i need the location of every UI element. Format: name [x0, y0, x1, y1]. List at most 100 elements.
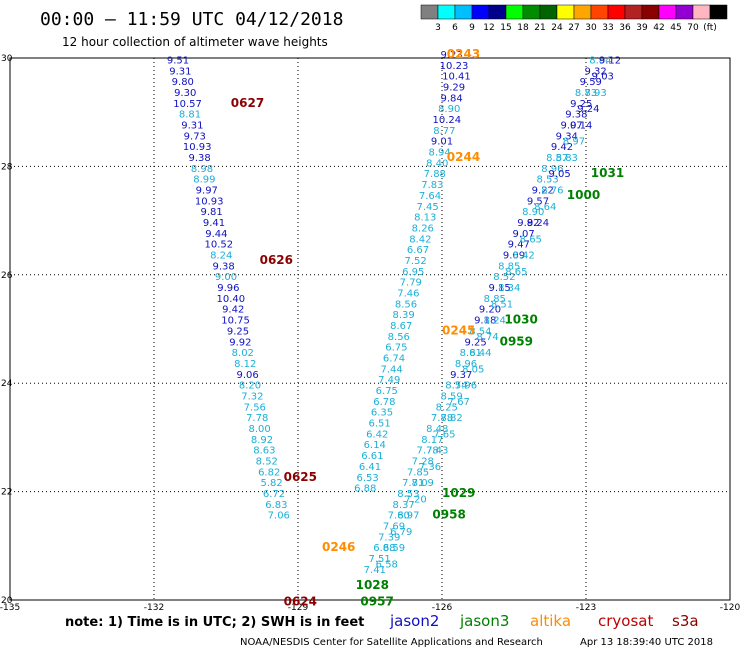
- plot-area: [9, 57, 731, 601]
- x-tick-label: -120: [720, 603, 740, 613]
- pass-time-label: 0959: [500, 334, 533, 348]
- wave-height-point: 8.64: [534, 202, 556, 213]
- wave-height-point: 8.44: [469, 348, 491, 359]
- wave-height-point: 7.51: [368, 554, 390, 565]
- wave-height-point: 9.03: [592, 72, 614, 83]
- y-tick-label: 22: [1, 488, 12, 498]
- scale-label: 18: [517, 23, 529, 33]
- scale-swatch: [556, 4, 575, 20]
- wave-height-point: 9.31: [181, 120, 203, 131]
- scale-label: 27: [568, 23, 579, 33]
- wave-height-point: 9.20: [479, 305, 501, 316]
- wave-height-point: 8.00: [248, 424, 270, 435]
- wave-height-point: 8.67: [390, 321, 412, 332]
- wave-height-point: 9.59: [580, 77, 602, 88]
- wave-height-point: 8.85: [498, 261, 520, 272]
- y-tick-label: 28: [1, 162, 13, 172]
- wave-height-point: 8.85: [484, 294, 506, 305]
- wave-height-point: 7.28: [412, 457, 434, 468]
- wave-height-point: 8.99: [193, 175, 215, 186]
- wave-height-point: 8.77: [433, 126, 455, 137]
- wave-height-point: 8.17: [421, 435, 443, 446]
- wave-height-point: 7.44: [380, 364, 402, 375]
- wave-height-point: 8.98: [191, 164, 213, 175]
- wave-height-point: 9.24: [527, 218, 549, 229]
- wave-height-point: 8.74: [476, 332, 498, 343]
- wave-height-point: 9.44: [205, 229, 227, 240]
- x-tick-label: -126: [432, 603, 453, 613]
- y-tick-label: 30: [1, 54, 13, 64]
- satellite-legend-item: jason3: [459, 612, 509, 630]
- scale-label: (ft): [703, 23, 717, 33]
- scale-swatch: [641, 4, 660, 20]
- wave-height-point: 7.67: [448, 397, 470, 408]
- wave-height-point: 8.54: [445, 381, 467, 392]
- wave-height-point: 8.52: [256, 457, 278, 468]
- wave-height-point: 6.97: [397, 511, 419, 522]
- wave-height-point: 9.34: [556, 131, 578, 142]
- wave-height-point: 9.97: [196, 186, 218, 197]
- wave-height-point: 8.20: [239, 381, 261, 392]
- wave-height-point: 9.32: [584, 66, 606, 77]
- wave-height-point: 8.05: [462, 364, 484, 375]
- wave-height-point: 8.13: [414, 213, 436, 224]
- wave-height-point: 6.42: [366, 429, 388, 440]
- pass-time-label: 0245: [442, 323, 475, 337]
- wave-height-point: 10.23: [440, 61, 469, 72]
- wave-height-point: 6.59: [383, 543, 405, 554]
- wave-height-point: 8.24: [484, 316, 506, 327]
- wave-height-point: 9.12: [599, 55, 621, 66]
- satellite-legend-item: s3a: [672, 612, 699, 630]
- scale-swatch: [420, 4, 439, 20]
- wave-height-point: 8.42: [409, 234, 431, 245]
- wave-height-point: 7.36: [419, 462, 441, 473]
- satellite-legend: jason2 jason3 altika cryosat s3a: [389, 612, 699, 630]
- wave-height-point: 7.78: [246, 413, 268, 424]
- wave-height-point: 9.38: [565, 110, 587, 121]
- scale-label: 3: [435, 23, 441, 33]
- wave-height-point: 10.24: [432, 115, 461, 126]
- wave-height-point: 9.01: [431, 137, 453, 148]
- wave-height-point: 10.52: [204, 240, 233, 251]
- pass-time-label: 0243: [447, 47, 480, 61]
- wave-height-point: 8.59: [440, 391, 462, 402]
- wave-height-point: 8.53: [536, 175, 558, 186]
- wave-height-point: 6.95: [402, 267, 424, 278]
- data-points: 9.519.319.809.3010.578.819.319.7310.939.…: [167, 50, 621, 576]
- wave-height-point: 7.83: [421, 180, 443, 191]
- scale-label: 30: [585, 23, 597, 33]
- wave-height-point: 8.54: [469, 326, 491, 337]
- wave-height-point: 10.41: [442, 72, 471, 83]
- wave-height-point: 8.40: [426, 158, 448, 169]
- wave-height-point: 6.75: [385, 343, 407, 354]
- satellite-legend-item: altika: [530, 612, 571, 630]
- footer-credit: NOAA/NESDIS Center for Satellite Applica…: [240, 637, 543, 648]
- scale-label: 21: [534, 23, 545, 33]
- wave-height-point: 9.24: [577, 104, 599, 115]
- wave-height-point: 9.38: [188, 153, 210, 164]
- wave-height-point: 6.67: [407, 245, 429, 256]
- pass-time-label: 1029: [442, 486, 475, 500]
- wave-height-point: 7.81: [402, 478, 424, 489]
- wave-height-point: 7.32: [241, 391, 263, 402]
- chart-subtitle: 12 hour collection of altimeter wave hei…: [62, 35, 328, 49]
- wave-height-point: 8.90: [522, 207, 544, 218]
- wave-height-point: 9.09: [503, 251, 525, 262]
- pass-time-label: 1028: [356, 578, 389, 592]
- wave-height-point: 9.07: [560, 120, 582, 131]
- pass-time-label: 1000: [567, 188, 600, 202]
- wave-height-point: 8.48: [426, 424, 448, 435]
- pass-time-label: 0625: [284, 470, 317, 484]
- wave-height-point: 10.93: [183, 142, 212, 153]
- scale-label: 39: [636, 23, 648, 33]
- wave-height-point: 9.30: [174, 88, 196, 99]
- color-scale-legend: 3 6 9 12 15 18 21 24 27 30 33 36 39 42 45 70 (ft): [420, 4, 728, 33]
- wave-height-point: 6.58: [376, 559, 398, 570]
- scale-swatch: [505, 4, 524, 20]
- wave-height-point: 8.57: [546, 153, 568, 164]
- y-tick-label: 24: [1, 379, 13, 389]
- wave-height-point: 8.53: [397, 489, 419, 500]
- wave-height-point: 9.51: [167, 55, 189, 66]
- wave-height-point: 9.37: [450, 370, 472, 381]
